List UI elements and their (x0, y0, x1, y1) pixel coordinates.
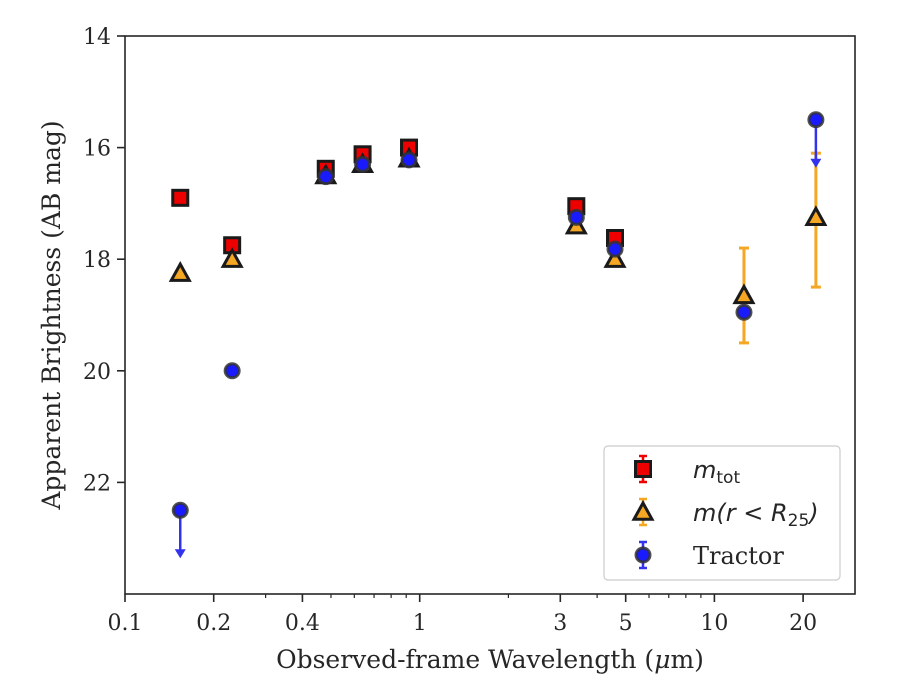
point-tractor (354, 155, 372, 173)
point-m_tot (171, 188, 190, 207)
legend-label-main: m(r < R (693, 499, 788, 527)
x-tick-label: 20 (789, 611, 817, 636)
legend-label-sub: tot (716, 468, 740, 488)
data-marks (168, 111, 828, 559)
x-axis-label: Observed-frame Wavelength (μm) (276, 645, 704, 674)
legend: mtot m(r < R25) Tractor (603, 445, 841, 581)
upper-limit-arrow-tractor-head (810, 158, 822, 168)
y-tick-label: 22 (83, 471, 111, 496)
point-m_r25 (804, 205, 828, 227)
x-tick-label: 3 (553, 611, 567, 636)
point-tractor (400, 151, 418, 169)
point-tractor (735, 303, 753, 321)
point-tractor (606, 240, 624, 258)
point-tractor (223, 362, 241, 380)
legend-label-m_tot: mtot (693, 456, 740, 488)
point-m_r25 (732, 283, 756, 305)
x-tick-label: 5 (619, 611, 633, 636)
legend-label-post: ) (807, 499, 818, 527)
y-tick-label: 16 (83, 137, 111, 162)
legend-marker-tractor (634, 546, 652, 564)
legend-marker-m_tot (634, 460, 652, 478)
legend-label-m_r25: m(r < R25) (693, 499, 819, 531)
x-tick-label: 0.2 (196, 611, 231, 636)
x-axis-label-mu: μ (654, 645, 670, 674)
x-axis-label-prefix: Observed-frame Wavelength ( (276, 645, 654, 674)
x-axis-ticks: 0.1 0.2 0.4 1 3 5 10 20 (108, 594, 817, 636)
point-m_r25 (603, 247, 627, 268)
x-axis-label-suffix: m) (670, 645, 703, 674)
y-tick-label: 18 (83, 248, 111, 273)
point-m_r25 (168, 261, 192, 282)
point-tractor (171, 501, 189, 519)
y-tick-label: 20 (83, 360, 111, 385)
point-tractor (807, 111, 825, 129)
y-tick-label: 14 (83, 25, 111, 50)
upper-limit-arrow-tractor-head (174, 549, 186, 559)
legend-marker-m_r25 (631, 499, 655, 521)
x-tick-label: 10 (700, 611, 728, 636)
point-tractor (567, 208, 585, 226)
point-tractor (317, 168, 335, 186)
x-tick-label: 0.1 (108, 611, 143, 636)
legend-box (603, 445, 841, 581)
point-m_r25 (220, 247, 244, 268)
legend-label-tractor: Tractor (693, 542, 784, 570)
series-tractor (171, 111, 825, 559)
x-tick-label: 0.4 (285, 611, 320, 636)
y-axis-ticks: 14 16 18 20 22 (83, 25, 125, 496)
x-tick-label: 1 (413, 611, 427, 636)
legend-label-main: m (693, 456, 716, 484)
legend-label-sub: 25 (788, 511, 810, 531)
y-axis-label: Apparent Brightness (AB mag) (37, 120, 66, 510)
